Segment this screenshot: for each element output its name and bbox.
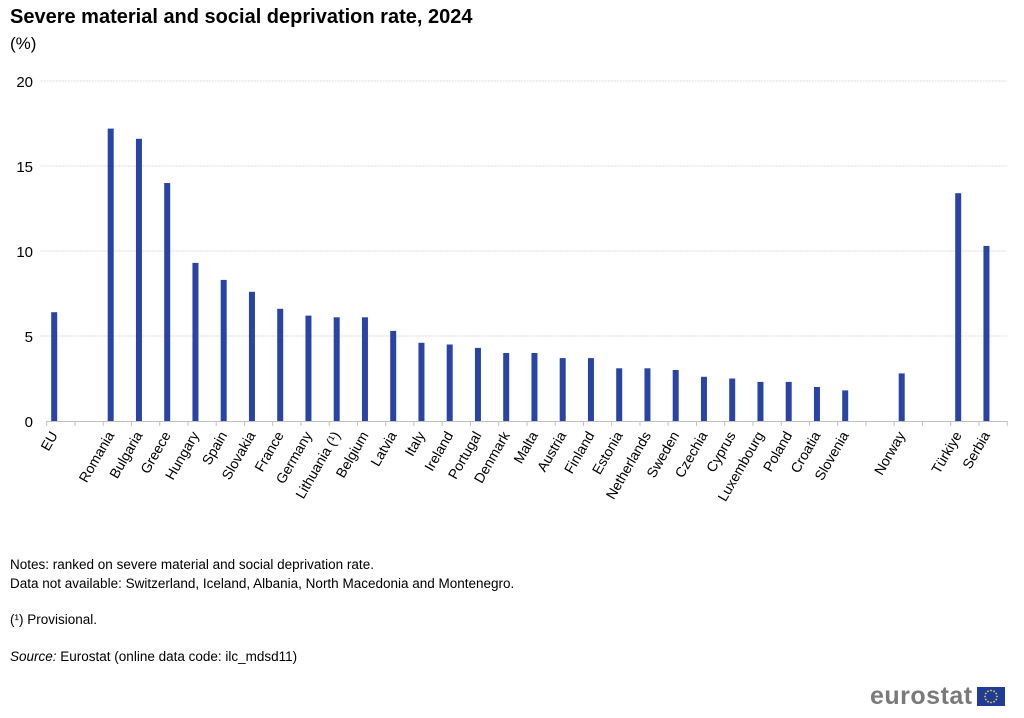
bar — [785, 381, 792, 421]
bar — [898, 373, 905, 421]
bar — [672, 370, 679, 421]
bar — [390, 330, 397, 421]
bar — [842, 390, 849, 421]
bar — [757, 381, 764, 421]
bar — [164, 183, 171, 421]
bar — [305, 315, 312, 421]
x-tick-label: Italy — [401, 429, 428, 459]
eu-flag-icon — [976, 687, 1005, 706]
source-note: Source: Eurostat (online data code: ilc_… — [10, 649, 297, 664]
bar — [531, 353, 538, 421]
bar — [983, 245, 990, 421]
logo-text: eurostat — [870, 682, 973, 710]
note-ranking: Notes: ranked on severe material and soc… — [10, 557, 374, 572]
bar — [192, 262, 199, 421]
note-provisional: (¹) Provisional. — [10, 612, 98, 627]
bar — [220, 279, 227, 421]
y-tick-label: 5 — [25, 329, 33, 346]
bar — [277, 308, 284, 421]
bar — [813, 387, 820, 421]
x-tick-label: EU — [37, 429, 61, 454]
bar — [587, 358, 594, 421]
eurostat-logo: eurostat — [870, 682, 1005, 711]
bar — [107, 128, 114, 421]
bar — [361, 317, 368, 421]
bar — [51, 312, 58, 421]
bar — [248, 291, 255, 421]
chart-unit: (%) — [10, 34, 37, 53]
x-tick-label: Norway — [871, 429, 909, 478]
source-text: Eurostat (online data code: ilc_mdsd11) — [56, 649, 298, 664]
bar — [955, 193, 962, 421]
y-tick-label: 10 — [16, 244, 33, 261]
bar — [474, 347, 481, 421]
bar — [418, 342, 425, 421]
bar — [333, 317, 340, 421]
x-tick-label: Türkiye — [928, 428, 965, 476]
x-tick-label: Latvia — [367, 428, 400, 469]
y-tick-label: 0 — [25, 414, 33, 431]
note-unavailable: Data not available: Switzerland, Iceland… — [10, 576, 515, 591]
bar — [700, 376, 707, 421]
chart-title: Severe material and social deprivation r… — [10, 6, 473, 28]
source-label: Source: — [10, 649, 57, 664]
bar — [446, 344, 453, 421]
bar — [503, 353, 510, 421]
bar — [135, 138, 142, 422]
x-tick-label: Serbia — [959, 428, 993, 471]
y-tick-label: 20 — [16, 74, 33, 91]
bar — [644, 368, 651, 421]
bar — [559, 358, 566, 421]
bar — [616, 368, 623, 421]
bar — [729, 378, 736, 421]
y-tick-label: 15 — [16, 159, 33, 176]
